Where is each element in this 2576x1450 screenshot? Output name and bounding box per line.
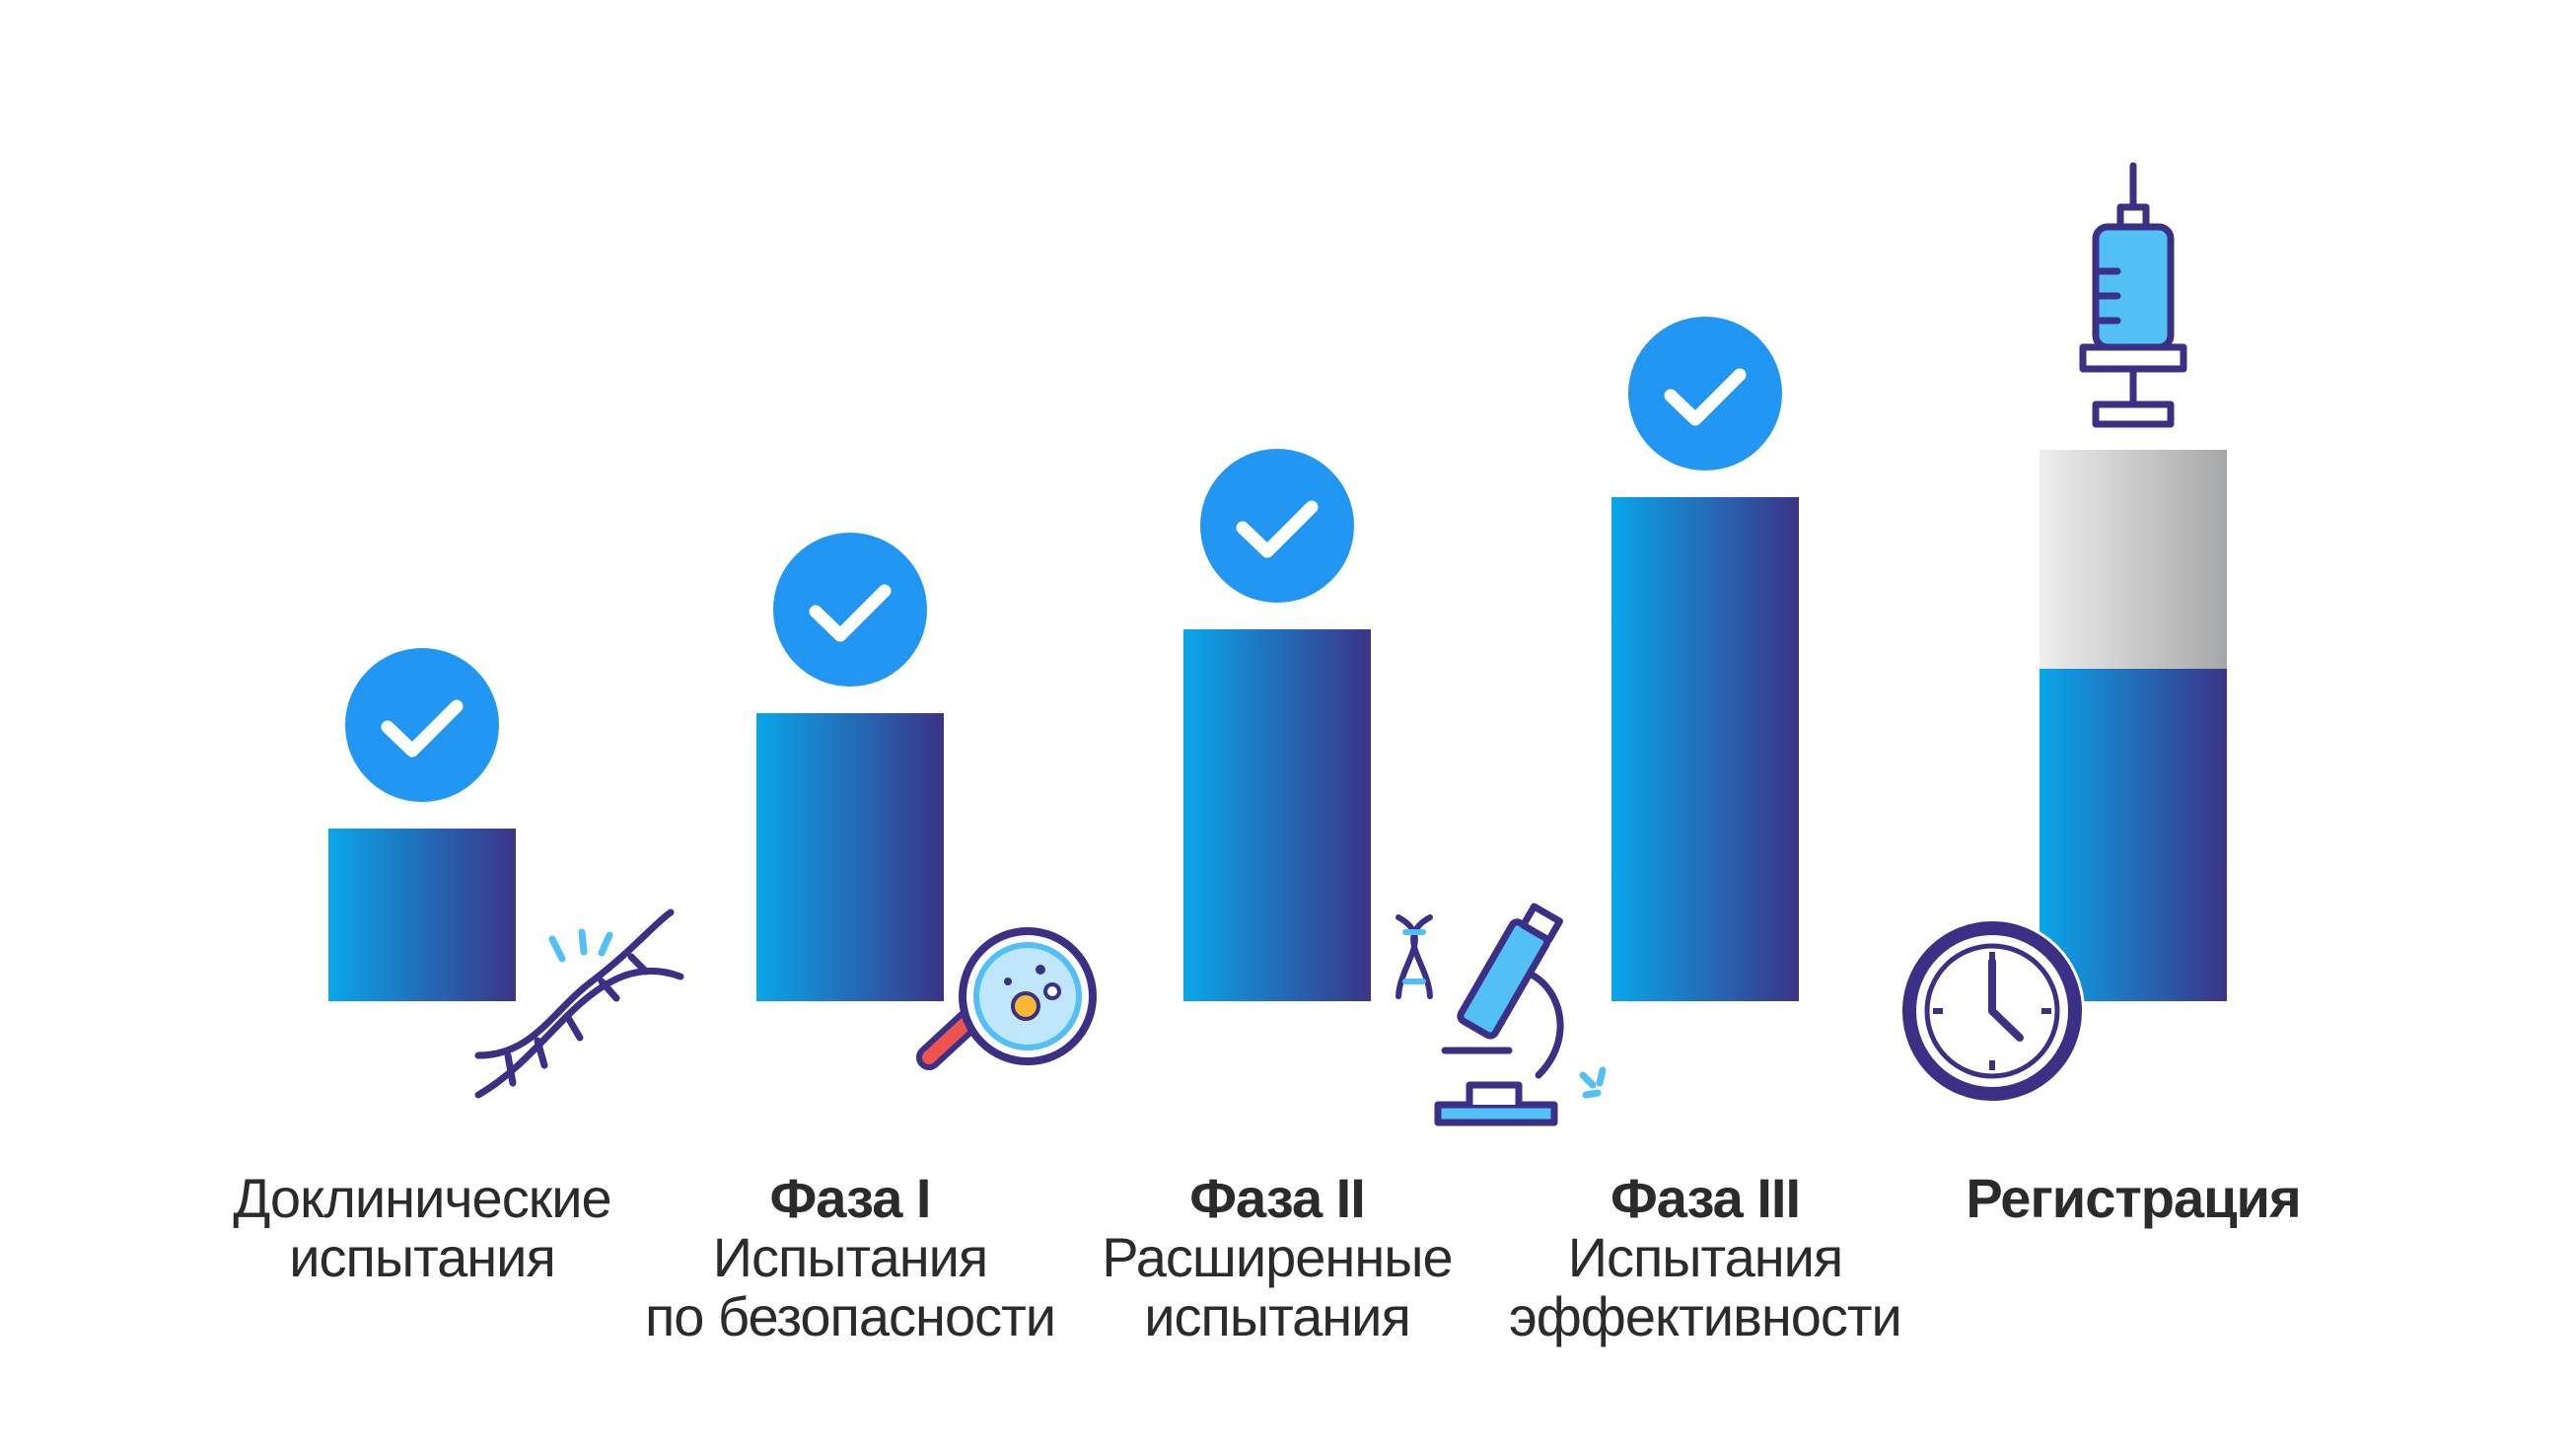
stage-bar-phase-2 (1183, 629, 1371, 1001)
stage-title: Фаза I (769, 1167, 932, 1229)
stage-title: Фаза III (1610, 1167, 1801, 1229)
stage-label-phase-1: Фаза I Испытания по безопасности (613, 1169, 1087, 1346)
dna-icon (1395, 914, 1433, 999)
stage-bar-phase-3 (1611, 497, 1799, 1001)
stage-description-line: Испытания (1567, 1226, 1844, 1288)
stage-description-line: испытания (289, 1226, 556, 1288)
stage-description-line: Доклинические (233, 1167, 611, 1229)
check-icon (345, 648, 499, 802)
stage-label-registration: Регистрация (1896, 1169, 2370, 1228)
check-icon (773, 533, 927, 687)
syringe-icon (2079, 162, 2187, 428)
stage-label-preclinical: Доклинические испытания (185, 1169, 659, 1287)
stage-bar-preclinical (328, 829, 516, 1001)
dna-icon (474, 908, 684, 1099)
stage-description-line: Расширенные (1102, 1226, 1453, 1288)
stage-description-line: эффективности (1509, 1285, 1902, 1347)
stage-description-line: по безопасности (644, 1285, 1056, 1347)
stage-bar-phase-1 (756, 713, 944, 1001)
stage-label-phase-3: Фаза III Испытания эффективности (1468, 1169, 1942, 1346)
stage-bar-registration (2039, 450, 2227, 1001)
check-icon (1200, 449, 1354, 603)
clock-icon (1899, 918, 2085, 1104)
stage-title: Регистрация (1966, 1167, 2301, 1229)
stage-description-line: испытания (1144, 1285, 1411, 1347)
stage-label-phase-2: Фаза II Расширенные испытания (1040, 1169, 1514, 1346)
magnifier-bacteria-icon (916, 927, 1097, 1070)
stage-title: Фаза II (1189, 1167, 1366, 1229)
check-icon (1628, 317, 1782, 471)
stage-description-line: Испытания (712, 1226, 989, 1288)
microscope-icon (1434, 903, 1607, 1126)
